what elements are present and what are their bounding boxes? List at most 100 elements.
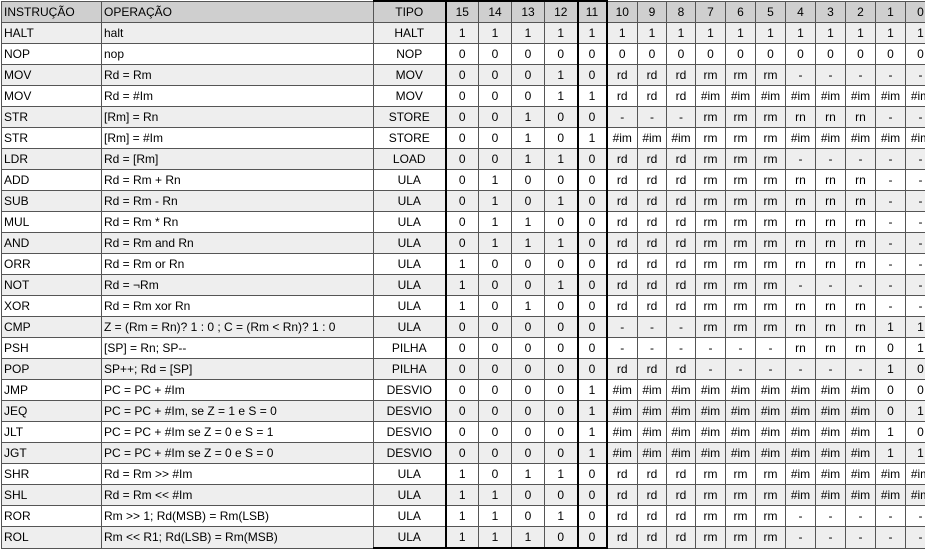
header-bit-8: 8 [666, 0, 696, 23]
cell-bit-14: 0 [478, 379, 512, 401]
cell-bit-12: 0 [544, 337, 579, 359]
cell-bit-6: rm [725, 526, 756, 549]
cell-bit-11: 0 [577, 316, 608, 338]
cell-bit-3: rn [815, 190, 846, 212]
cell-bit-8: rd [666, 148, 696, 170]
cell-tipo: ULA [373, 463, 447, 485]
cell-bit-4: #im [785, 442, 816, 464]
cell-bit-11: 0 [577, 190, 608, 212]
cell-bit-0: - [905, 148, 925, 170]
cell-tipo: DESVIO [373, 421, 447, 443]
header-bit-9: 9 [637, 0, 667, 23]
cell-bit-1: 1 [875, 421, 906, 443]
cell-bit-15: 0 [444, 148, 479, 170]
cell-bit-3: #im [815, 85, 846, 107]
cell-bit-4: - [785, 64, 816, 86]
cell-bit-2: 1 [845, 22, 876, 44]
cell-bit-6: 0 [725, 43, 756, 65]
cell-operacao: Rd = Rm [101, 64, 374, 86]
cell-bit-9: #im [637, 400, 667, 422]
cell-bit-5: 0 [755, 43, 786, 65]
cell-bit-0: 1 [905, 337, 925, 359]
cell-instrucao: MOV [1, 85, 102, 107]
cell-bit-3: #im [815, 442, 846, 464]
cell-bit-7: rm [695, 127, 726, 149]
cell-bit-5: rm [755, 526, 786, 549]
header-bit-10: 10 [606, 0, 638, 23]
cell-bit-8: rd [666, 505, 696, 527]
cell-bit-11: 0 [577, 526, 608, 549]
cell-bit-5: rm [755, 106, 786, 128]
cell-bit-13: 1 [511, 211, 545, 233]
cell-bit-5: rm [755, 64, 786, 86]
cell-bit-9: rd [637, 463, 667, 485]
cell-bit-3: #im [815, 484, 846, 506]
cell-bit-7: rm [695, 274, 726, 296]
cell-bit-12: 0 [544, 169, 579, 191]
cell-bit-2: rn [845, 337, 876, 359]
cell-bit-14: 1 [478, 190, 512, 212]
cell-bit-15: 1 [444, 526, 479, 549]
cell-bit-5: rm [755, 190, 786, 212]
cell-bit-8: rd [666, 169, 696, 191]
cell-bit-10: #im [606, 379, 638, 401]
cell-bit-3: rn [815, 316, 846, 338]
cell-bit-6: #im [725, 400, 756, 422]
cell-bit-10: rd [606, 295, 638, 317]
cell-bit-9: - [637, 337, 667, 359]
cell-bit-7: - [695, 358, 726, 380]
cell-instrucao: SHR [1, 463, 102, 485]
cell-bit-12: 0 [544, 421, 579, 443]
cell-bit-8: - [666, 316, 696, 338]
header-bit-0: 0 [905, 0, 925, 23]
cell-tipo: ULA [373, 484, 447, 506]
cell-bit-3: rn [815, 295, 846, 317]
cell-bit-2: rn [845, 232, 876, 254]
cell-operacao: Rd = Rm and Rn [101, 232, 374, 254]
cell-bit-5: #im [755, 379, 786, 401]
cell-tipo: DESVIO [373, 442, 447, 464]
cell-bit-11: 1 [577, 442, 608, 464]
cell-bit-10: rd [606, 211, 638, 233]
cell-bit-13: 0 [511, 400, 545, 422]
cell-bit-14: 0 [478, 421, 512, 443]
cell-bit-13: 0 [511, 274, 545, 296]
cell-bit-13: 1 [511, 232, 545, 254]
cell-bit-8: rd [666, 85, 696, 107]
cell-bit-5: - [755, 337, 786, 359]
cell-bit-2: rn [845, 211, 876, 233]
cell-instrucao: SHL [1, 484, 102, 506]
cell-bit-15: 1 [444, 253, 479, 275]
cell-bit-4: 1 [785, 22, 816, 44]
cell-bit-12: 1 [544, 463, 579, 485]
cell-bit-11: 0 [577, 358, 608, 380]
cell-bit-3: - [815, 505, 846, 527]
cell-bit-15: 0 [444, 316, 479, 338]
cell-bit-1: - [875, 211, 906, 233]
cell-bit-7: rm [695, 463, 726, 485]
cell-bit-12: 1 [544, 85, 579, 107]
cell-bit-5: rm [755, 253, 786, 275]
cell-tipo: ULA [373, 526, 447, 549]
cell-bit-9: #im [637, 442, 667, 464]
cell-bit-0: - [905, 526, 925, 549]
cell-bit-12: 0 [544, 295, 579, 317]
cell-bit-13: 0 [511, 337, 545, 359]
cell-bit-0: 1 [905, 22, 925, 44]
table-row: STR [Rm] = Rn STORE 0 0 1 0 0- - - rm rm rm rn rn rn - - [1, 106, 925, 128]
cell-bit-10: rd [606, 484, 638, 506]
cell-bit-12: 1 [544, 274, 579, 296]
cell-bit-0: #im [905, 85, 925, 107]
cell-operacao: Rd = #Im [101, 85, 374, 107]
cell-bit-13: 0 [511, 442, 545, 464]
cell-bit-8: 0 [666, 43, 696, 65]
cell-bit-14: 0 [478, 295, 512, 317]
cell-bit-7: - [695, 337, 726, 359]
header-operacao: OPERAÇÃO [101, 0, 374, 23]
cell-bit-11: 1 [577, 85, 608, 107]
